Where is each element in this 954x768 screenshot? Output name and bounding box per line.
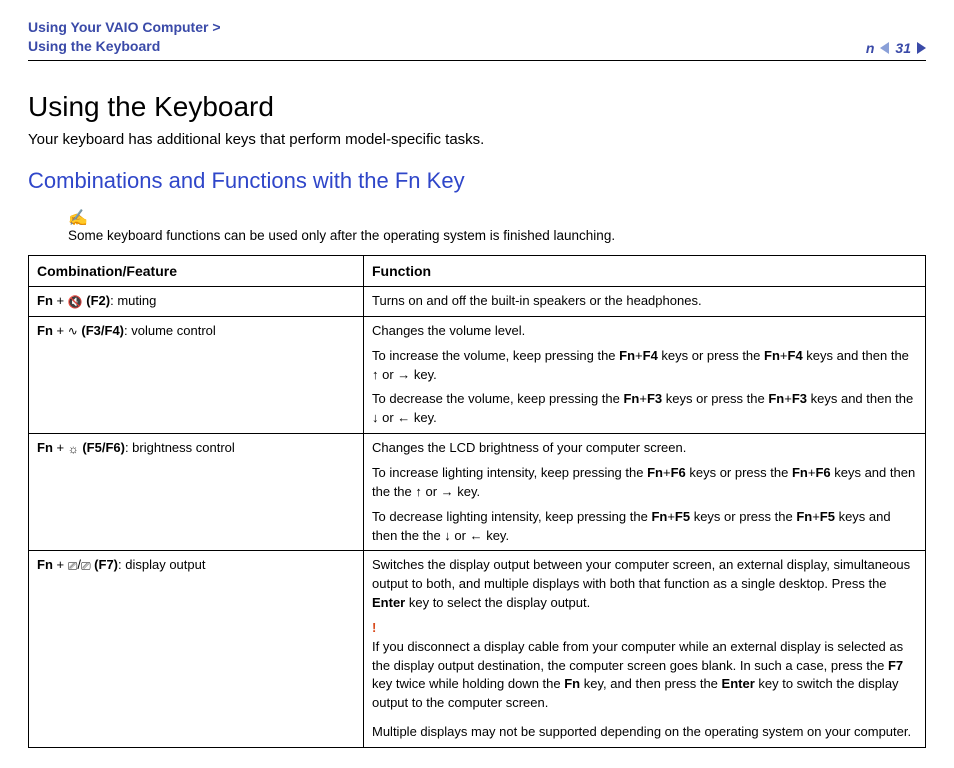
brightness-icon: ☼ xyxy=(68,443,79,455)
header-function: Function xyxy=(364,255,926,286)
arrow-right-icon: → xyxy=(397,368,410,381)
plus: + xyxy=(53,440,68,455)
key-f2: (F2) xyxy=(83,293,110,308)
plus: + xyxy=(53,557,68,572)
breadcrumb: Using Your VAIO Computer > Using the Key… xyxy=(28,18,221,56)
page-nav: n 31 xyxy=(866,40,926,56)
cell-combo-volume: Fn + ∿ (F3/F4): volume control xyxy=(29,316,364,433)
volume-line1: Changes the volume level. xyxy=(372,322,917,341)
plus: + xyxy=(53,293,68,308)
label-brightness: : brightness control xyxy=(125,440,235,455)
warning-icon: ! xyxy=(372,619,917,638)
display-line1: Switches the display output between your… xyxy=(372,556,917,613)
label-display: : display output xyxy=(118,557,205,572)
arrow-right-icon: → xyxy=(441,485,454,498)
volume-line2: To increase the volume, keep pressing th… xyxy=(372,347,917,385)
cell-combo-brightness: Fn + ☼ (F5/F6): brightness control xyxy=(29,434,364,551)
cell-func-muting: Turns on and off the built-in speakers o… xyxy=(364,287,926,317)
page-header: Using Your VAIO Computer > Using the Key… xyxy=(28,18,926,61)
cell-combo-display: Fn + ⎚/⎚ (F7): display output xyxy=(29,551,364,748)
key-fn: Fn xyxy=(37,323,53,338)
key-f7: (F7) xyxy=(91,557,118,572)
table-row: Fn + ☼ (F5/F6): brightness control Chang… xyxy=(29,434,926,551)
func-muting-text: Turns on and off the built-in speakers o… xyxy=(372,292,917,311)
page-title: Using the Keyboard xyxy=(28,91,926,123)
display-ext-icon: ⎚ xyxy=(81,560,91,572)
breadcrumb-line1: Using Your VAIO Computer > xyxy=(28,19,221,35)
intro-text: Your keyboard has additional keys that p… xyxy=(28,131,926,148)
cell-func-display: Switches the display output between your… xyxy=(364,551,926,748)
key-f3f4: (F3/F4) xyxy=(78,323,124,338)
breadcrumb-line2: Using the Keyboard xyxy=(28,38,160,54)
prev-page-icon[interactable] xyxy=(880,42,889,54)
brightness-line1: Changes the LCD brightness of your compu… xyxy=(372,439,917,458)
volume-line3: To decrease the volume, keep pressing th… xyxy=(372,390,917,428)
arrow-left-icon: ← xyxy=(397,411,410,424)
table-header-row: Combination/Feature Function xyxy=(29,255,926,286)
warning-block: ! If you disconnect a display cable from… xyxy=(372,619,917,713)
table-row: Fn + 🔇 (F2): muting Turns on and off the… xyxy=(29,287,926,317)
plus: + xyxy=(53,323,68,338)
next-page-icon[interactable] xyxy=(917,42,926,54)
label-muting: : muting xyxy=(110,293,156,308)
cell-func-volume: Changes the volume level. To increase th… xyxy=(364,316,926,433)
n-letter: n xyxy=(866,40,875,56)
cell-func-brightness: Changes the LCD brightness of your compu… xyxy=(364,434,926,551)
key-fn: Fn xyxy=(37,293,53,308)
note-icon: ✍ xyxy=(68,208,926,228)
page-container: Using Your VAIO Computer > Using the Key… xyxy=(0,0,954,768)
table-row: Fn + ∿ (F3/F4): volume control Changes t… xyxy=(29,316,926,433)
cell-combo-muting: Fn + 🔇 (F2): muting xyxy=(29,287,364,317)
key-f5f6: (F5/F6) xyxy=(79,440,125,455)
mute-icon: 🔇 xyxy=(68,296,83,308)
arrow-left-icon: ← xyxy=(470,529,483,542)
volume-icon: ∿ xyxy=(68,325,78,337)
header-combination: Combination/Feature xyxy=(29,255,364,286)
note-text: Some keyboard functions can be used only… xyxy=(68,228,926,243)
display-line3: Multiple displays may not be supported d… xyxy=(372,723,917,742)
page-number: 31 xyxy=(895,40,911,56)
brightness-line2: To increase lighting intensity, keep pre… xyxy=(372,464,917,502)
label-volume: : volume control xyxy=(124,323,216,338)
display-lcd-icon: ⎚ xyxy=(68,560,78,572)
note-block: ✍ Some keyboard functions can be used on… xyxy=(68,208,926,243)
brightness-line3: To decrease lighting intensity, keep pre… xyxy=(372,508,917,546)
key-fn: Fn xyxy=(37,557,53,572)
key-fn: Fn xyxy=(37,440,53,455)
section-heading: Combinations and Functions with the Fn K… xyxy=(28,168,926,194)
table-row: Fn + ⎚/⎚ (F7): display output Switches t… xyxy=(29,551,926,748)
